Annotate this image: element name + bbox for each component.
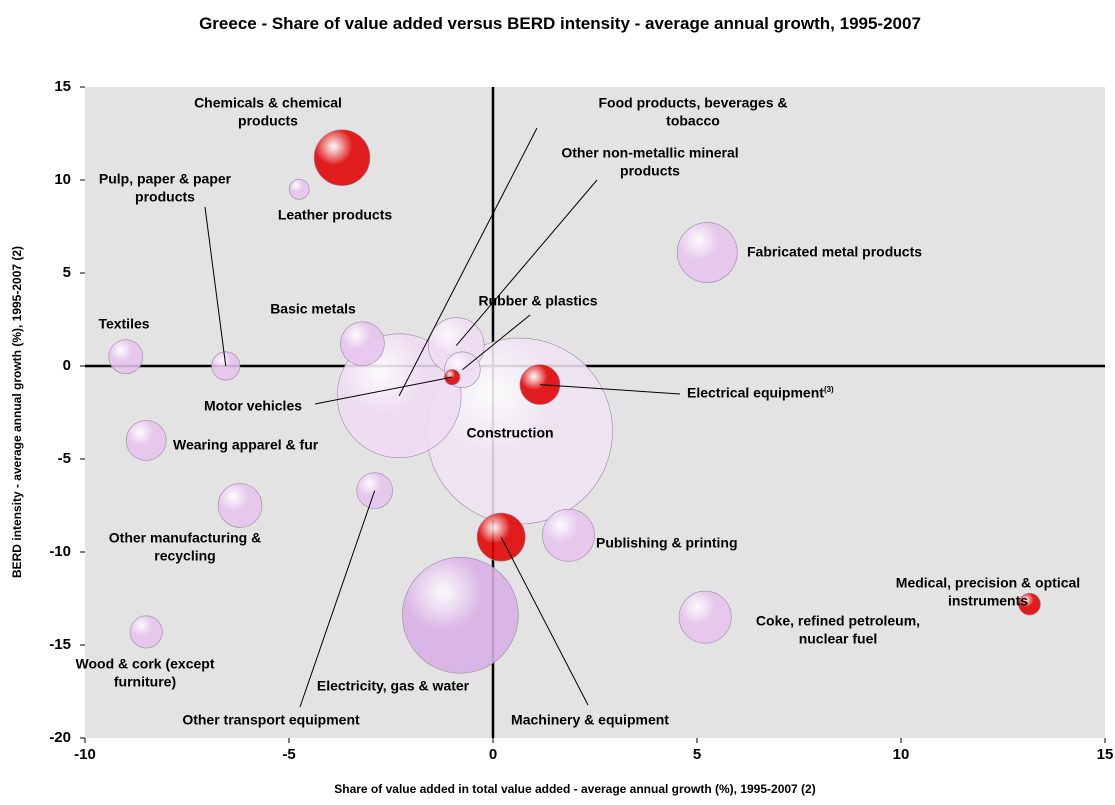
bubble — [402, 556, 519, 674]
bubble — [217, 483, 263, 528]
label-note: (3) — [824, 385, 834, 394]
y-tick-label: 15 — [54, 78, 71, 95]
bubble — [1018, 592, 1041, 616]
y-tick-label: -15 — [49, 636, 71, 653]
leader-line — [299, 490, 376, 708]
point-label: Fabricated metal products — [747, 244, 922, 260]
point-label: Electricity, gas & water — [317, 678, 470, 694]
point-label: Medical, precision & optical — [896, 575, 1080, 591]
bubble — [313, 129, 371, 186]
point-label: Electrical equipment(3) — [687, 385, 834, 401]
bubble — [542, 508, 595, 562]
bubble — [476, 512, 526, 562]
point-label: nuclear fuel — [799, 631, 878, 647]
point-label: Motor vehicles — [204, 398, 302, 414]
point-label: products — [135, 189, 195, 205]
point-label: products — [620, 163, 680, 179]
point-label: Publishing & printing — [596, 535, 738, 551]
point-label: Other manufacturing & — [109, 530, 261, 546]
x-tick-label: 15 — [1097, 746, 1114, 763]
point-label: Other transport equipment — [182, 712, 360, 728]
x-tick-label: 10 — [893, 746, 910, 763]
bubble — [340, 321, 385, 366]
bubble — [108, 339, 144, 375]
bubble — [125, 420, 167, 461]
point-label: Wearing apparel & fur — [173, 437, 319, 453]
bubble — [288, 179, 310, 200]
point-label: furniture) — [114, 674, 176, 690]
bubble — [678, 590, 732, 644]
point-label: tobacco — [666, 113, 720, 129]
y-tick-label: 10 — [54, 171, 71, 188]
leader-line — [204, 206, 227, 367]
leader-line — [314, 376, 453, 405]
leader-line — [539, 384, 681, 395]
y-tick-label: 5 — [63, 264, 71, 281]
leader-line — [462, 314, 531, 371]
bubbles — [108, 129, 1041, 674]
point-label: Food products, beverages & — [598, 95, 787, 111]
point-label: Construction — [466, 425, 553, 441]
leader-line — [500, 536, 589, 706]
x-axis-label: Share of value added in total value adde… — [334, 782, 815, 796]
point-label: Leather products — [278, 207, 393, 223]
x-tick-label: -10 — [74, 746, 96, 763]
y-tick-label: -10 — [49, 543, 71, 560]
chart-title: Greece - Share of value added versus BER… — [199, 14, 921, 33]
point-label: Pulp, paper & paper — [99, 171, 232, 187]
point-label: Basic metals — [270, 301, 356, 317]
y-tick-label: -20 — [49, 729, 71, 746]
x-tick-label: 5 — [693, 746, 701, 763]
point-label: products — [238, 113, 298, 129]
y-tick-label: -5 — [58, 450, 71, 467]
x-tick-label: 0 — [489, 746, 497, 763]
point-label: instruments — [948, 593, 1028, 609]
point-label: Other non-metallic mineral — [561, 145, 738, 161]
leader-line — [398, 127, 538, 396]
y-axis-label: BERD intensity - average annual growth (… — [10, 246, 24, 578]
point-label: recycling — [154, 548, 215, 564]
bubble — [129, 615, 163, 649]
point-label: Textiles — [98, 316, 149, 332]
point-label: Chemicals & chemical — [194, 95, 342, 111]
point-label: Coke, refined petroleum, — [756, 613, 920, 629]
point-label: Wood & cork (except — [76, 656, 215, 672]
point-label: Rubber & plastics — [478, 293, 597, 309]
leader-line — [455, 179, 598, 346]
bubble — [676, 222, 738, 283]
point-label: Machinery & equipment — [511, 712, 669, 728]
y-tick-label: 0 — [63, 357, 71, 374]
x-tick-label: -5 — [282, 746, 295, 763]
